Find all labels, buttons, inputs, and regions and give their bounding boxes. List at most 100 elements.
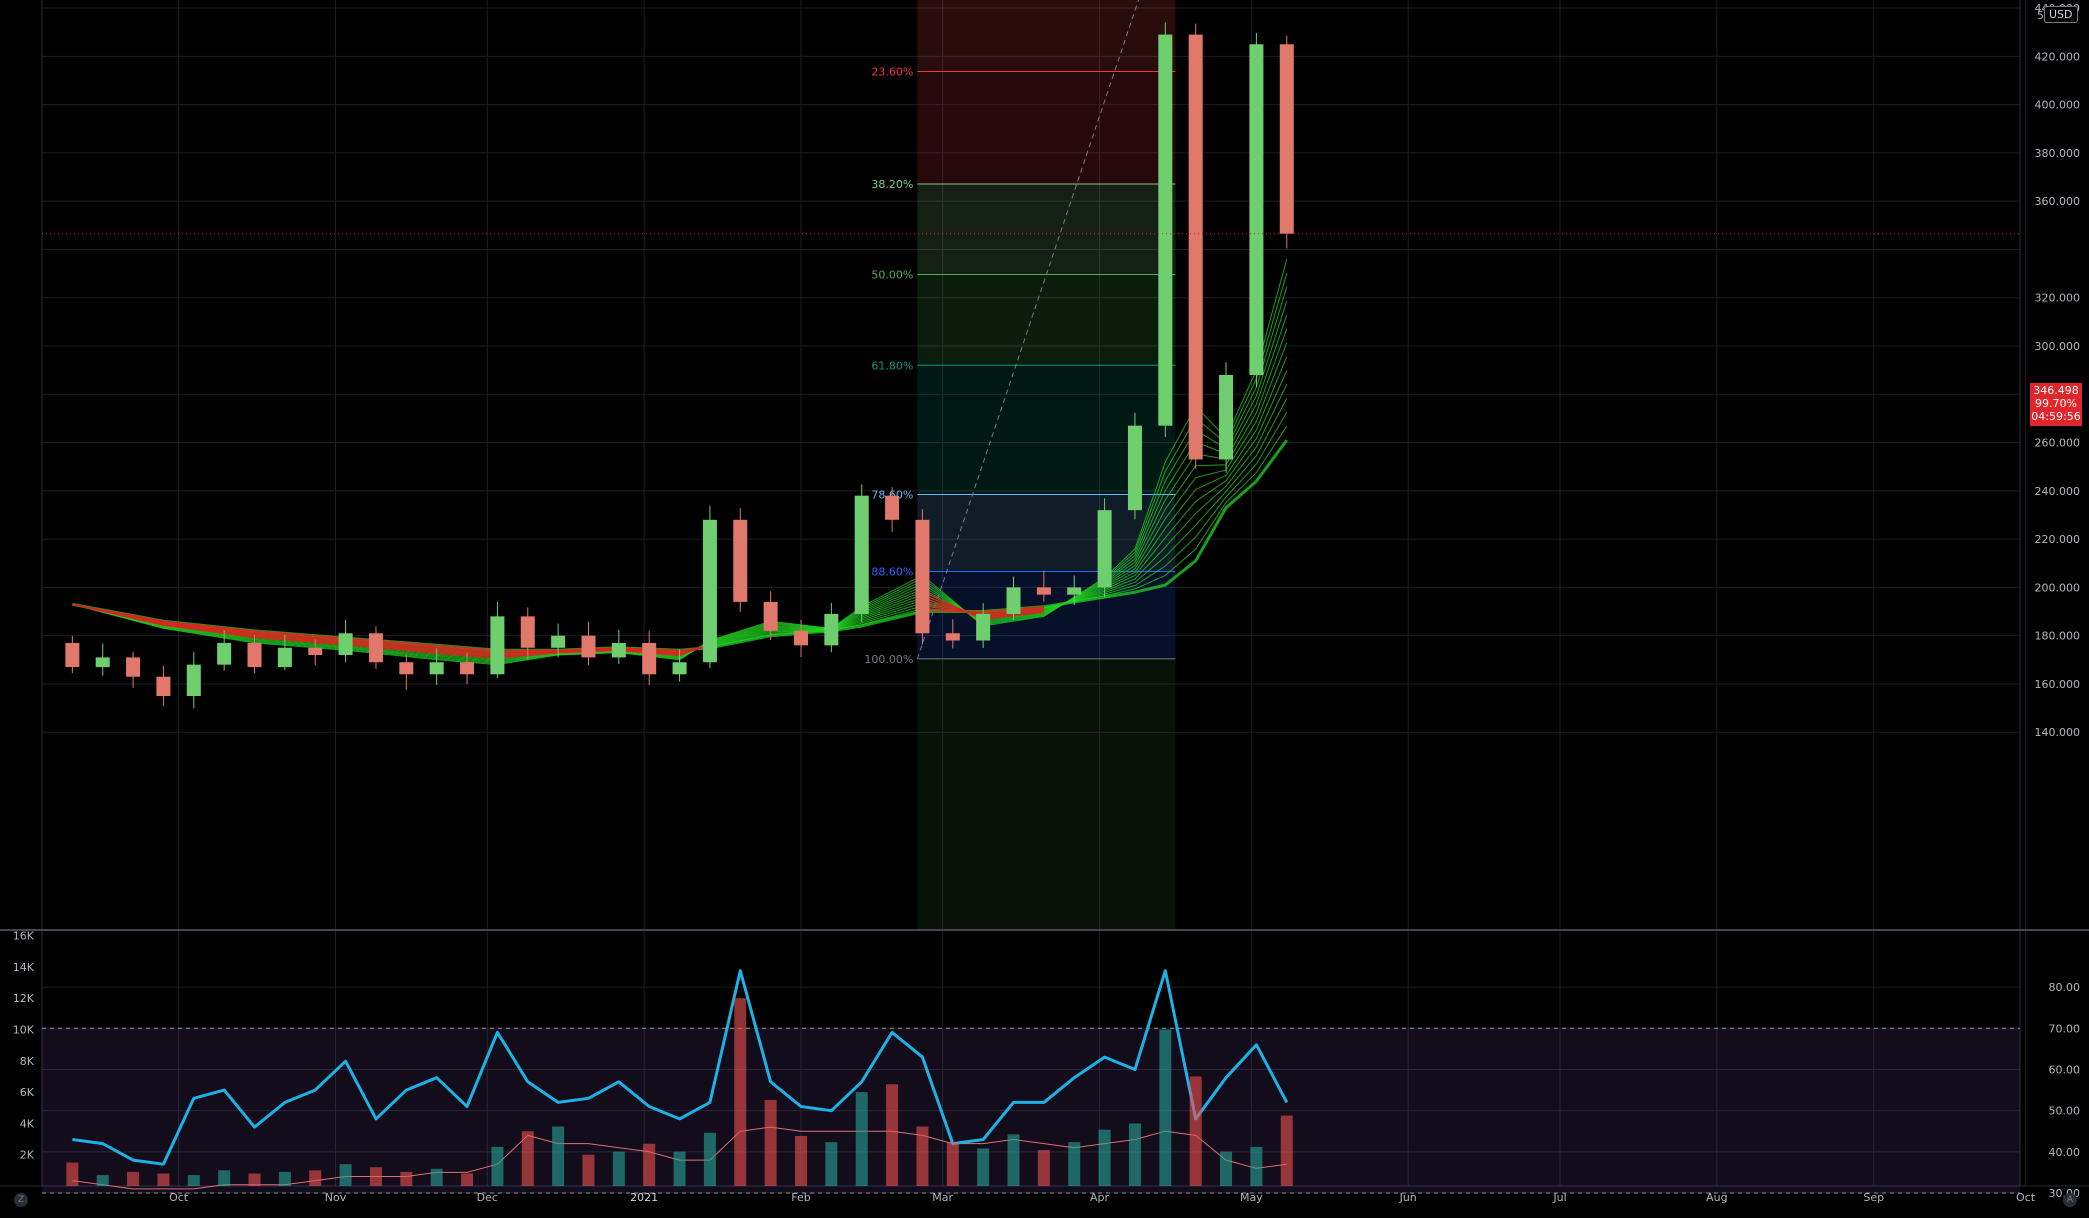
price-tick-label: 400.000 (2035, 99, 2081, 112)
candle (945, 619, 960, 649)
volume-bar (673, 1151, 686, 1186)
volume-bar (369, 1167, 382, 1186)
price-tick-label: 300.000 (2035, 340, 2081, 353)
volume-bar (1189, 1076, 1202, 1186)
candle-body (1036, 587, 1051, 595)
fib-level-label: 88.60% (871, 565, 913, 578)
volume-bar (1098, 1129, 1111, 1186)
price-tick-label: 380.000 (2035, 147, 2081, 160)
volume-bar (946, 1142, 959, 1186)
candle-body (277, 647, 292, 668)
rsi-line (72, 969, 1289, 1166)
candle (854, 484, 869, 623)
candle-body (915, 519, 930, 634)
volume-bar (187, 1175, 200, 1186)
price-tick-label: 160.000 (2035, 678, 2081, 691)
candle (672, 649, 687, 682)
candle-body (1127, 425, 1142, 511)
volume-tick-label: 2K (20, 1149, 35, 1162)
candle (1249, 32, 1264, 388)
time-tick-label: 2021 (630, 1191, 658, 1204)
volume-bar (309, 1170, 322, 1186)
candle-body (126, 657, 141, 677)
rsi-tick-label: 80.00 (2049, 981, 2081, 994)
current-price-value: 346.498 (2033, 384, 2079, 397)
time-tick-label: Mar (932, 1191, 953, 1204)
volume-bar (552, 1126, 565, 1186)
candle-body (65, 642, 80, 668)
volume-bar (643, 1143, 656, 1186)
fib-level-label: 61.80% (871, 359, 913, 372)
candle-body (1006, 587, 1021, 614)
volume-bar (461, 1173, 474, 1186)
candle-body (642, 642, 657, 675)
time-tick-label: Apr (1090, 1191, 1110, 1204)
candle-body (794, 630, 808, 646)
volume-bar (1007, 1134, 1020, 1186)
volume-bar (521, 1131, 534, 1186)
volume-tick-label: 8K (20, 1055, 35, 1068)
candle-body (520, 616, 535, 648)
rsi-tick-label: 50.00 (2049, 1105, 2081, 1118)
auto-scale-left-button[interactable]: Z (14, 1193, 28, 1207)
candle (733, 508, 748, 612)
volume-bar (612, 1151, 625, 1186)
candle-body (460, 662, 475, 675)
candle (308, 639, 323, 666)
price-tick-label: 320.000 (2035, 292, 2081, 305)
candle-body (399, 662, 414, 675)
time-tick-label: Oct (2016, 1191, 2036, 1204)
volume-tick-label: 6K (20, 1086, 35, 1099)
candle-body (976, 613, 991, 641)
rsi-tick-label: 60.00 (2049, 1063, 2081, 1076)
candle (794, 619, 808, 658)
candle-body (1067, 587, 1082, 595)
volume-bar (1220, 1151, 1233, 1186)
candle (1097, 498, 1112, 598)
candle-body (247, 642, 262, 668)
time-tick-label: Jun (1399, 1191, 1417, 1204)
candle (520, 607, 535, 661)
currency-badge[interactable]: USD (2044, 6, 2078, 23)
candle (490, 601, 505, 679)
price-tick-label: 140.000 (2035, 726, 2081, 739)
candle-body (186, 664, 201, 697)
candle (885, 487, 900, 532)
candle (95, 643, 110, 676)
candle (368, 626, 383, 669)
candle (551, 623, 566, 658)
candle-body (1219, 374, 1234, 460)
fib-level-label: 50.00% (871, 269, 913, 282)
candles (65, 22, 1294, 709)
bar-countdown: 04:59:56 (2031, 410, 2081, 423)
rsi-tick-label: 70.00 (2049, 1022, 2081, 1035)
candle-body (338, 633, 353, 655)
candle-body (551, 635, 566, 648)
auto-scale-right-button[interactable]: A (2063, 1193, 2077, 1207)
volume-bar (1068, 1142, 1081, 1186)
candle (824, 602, 839, 653)
volume-tick-label: 10K (13, 1024, 35, 1037)
candle-body (490, 616, 505, 675)
candle-body (1188, 34, 1203, 460)
current-price-label: 346.498 99.70% 04:59:56 (2030, 383, 2082, 426)
candle (1279, 35, 1294, 249)
candle-body (854, 495, 869, 614)
time-tick-label: Sep (1863, 1191, 1884, 1204)
price-tick-label: 180.000 (2035, 630, 2081, 643)
candle (460, 652, 475, 685)
volume-bar (1159, 1029, 1172, 1186)
time-tick-label: Dec (477, 1191, 498, 1204)
candle-body (672, 662, 687, 675)
volume-bar (916, 1126, 929, 1186)
candle-body (308, 647, 323, 655)
volume-bar (582, 1154, 595, 1186)
price-tick-label: 200.000 (2035, 581, 2081, 594)
time-tick-label: Feb (791, 1191, 810, 1204)
volume-bar (96, 1175, 109, 1186)
price-tick-label: 360.000 (2035, 195, 2081, 208)
candle (1219, 362, 1234, 473)
